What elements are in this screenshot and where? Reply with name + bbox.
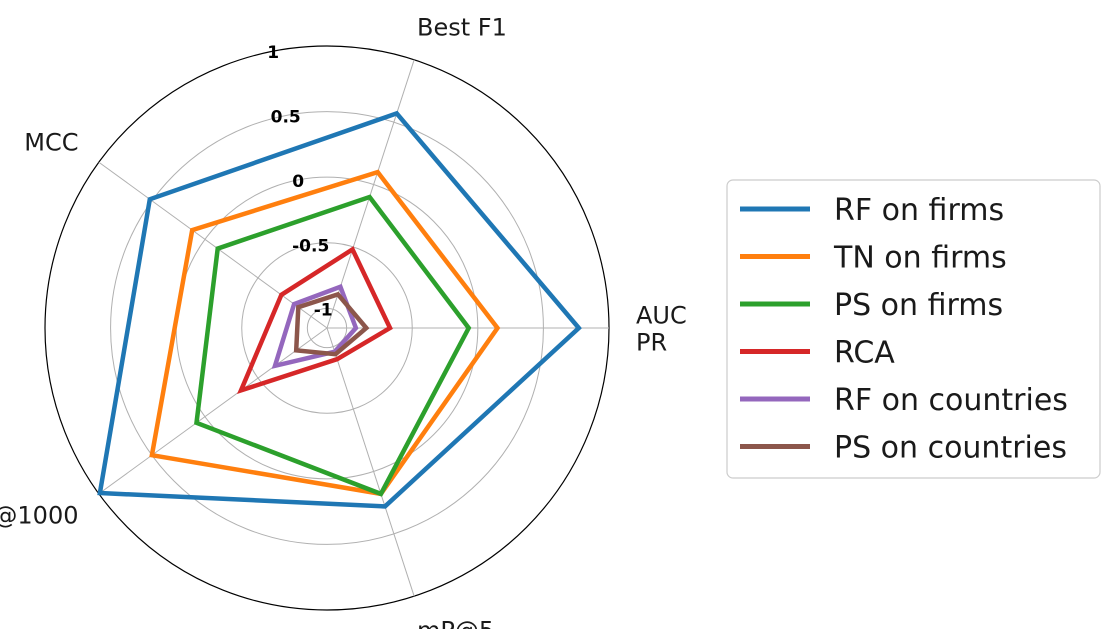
spoke-3 (98, 327, 328, 495)
series-0-line (97, 110, 582, 509)
series-3-line (237, 246, 393, 395)
series-1-line (149, 169, 501, 497)
legend-label-1: TN on firms (833, 241, 1007, 276)
radial-tick-label-0: -1 (314, 301, 333, 321)
legend-label-4: RF on countries (834, 383, 1068, 418)
radar-grid (44, 45, 610, 611)
legend-label-5: PS on countries (834, 431, 1067, 466)
series-4-line (271, 283, 359, 369)
spoke-2 (98, 161, 328, 329)
radial-tick-labels: -1 -0.5 0 0.5 1 (267, 43, 332, 321)
legend: RF on firms TN on firms PS on firms RCA RF o… (726, 179, 1101, 479)
spoke-4 (326, 327, 415, 597)
series-2-line (194, 194, 472, 497)
axis-label-1: Best F1 (417, 14, 507, 42)
radial-tick-label-2: 0 (292, 172, 304, 192)
axis-label-4: mP@5 (417, 617, 494, 629)
radial-tick-label-3: 0.5 (271, 108, 301, 128)
radial-tick-label-4: 1 (267, 43, 279, 63)
axis-label-0-line-1: PR (636, 329, 667, 357)
legend-box (726, 179, 1101, 479)
axis-label-0-line-0: AUC (636, 302, 687, 330)
axis-label-3: P@1000 (0, 501, 79, 529)
legend-label-3: RCA (834, 336, 895, 371)
axis-label-2: MCC (24, 129, 78, 157)
radar-series (97, 110, 582, 509)
radial-tick-label-1: -0.5 (292, 236, 329, 256)
series-5-line (293, 291, 370, 357)
legend-label-2: PS on firms (834, 288, 1003, 323)
legend-label-0: RF on firms (834, 193, 1004, 228)
spoke-1 (326, 59, 415, 329)
